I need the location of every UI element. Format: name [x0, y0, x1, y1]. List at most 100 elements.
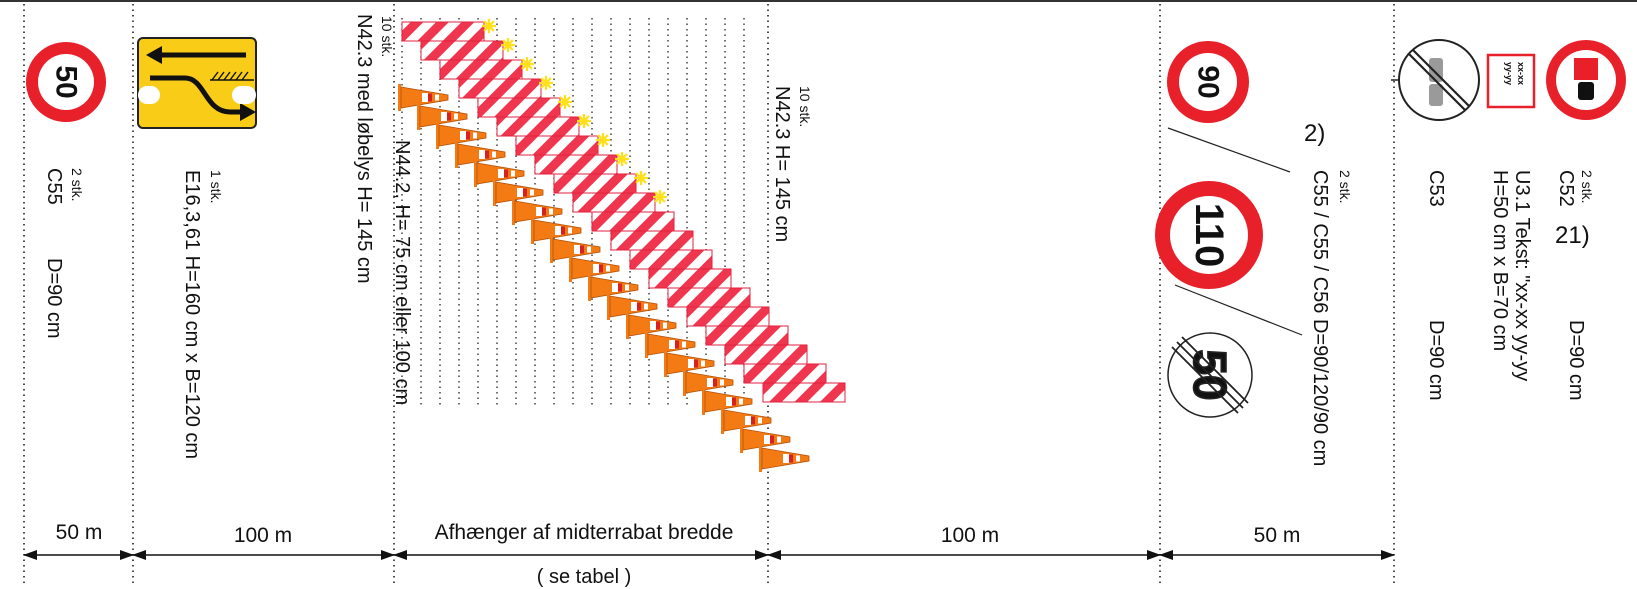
speed-group-note: 2) — [1304, 120, 1326, 147]
traffic-cone-icon — [626, 312, 677, 339]
segment-length-label: 100 m — [937, 524, 1003, 548]
barrier-board — [458, 78, 542, 99]
segment-length-label: 100 m — [230, 524, 296, 548]
speed-limit-value: 90 — [1192, 65, 1225, 98]
lane-shift-sign — [137, 37, 257, 129]
plate-line-1: xx-xx — [1516, 62, 1526, 85]
c55-code-label: C55 — [43, 168, 65, 205]
warning-lamp-icon — [539, 76, 553, 90]
barrier-board — [648, 268, 732, 289]
c52-note-label: 21) — [1555, 222, 1590, 249]
c53-diameter-label: D=90 cm — [1425, 320, 1447, 401]
speed-limit-value: 110 — [1187, 203, 1231, 268]
c55-count-label: 2 stk. — [69, 168, 85, 202]
traffic-cone-icon — [512, 198, 563, 225]
traffic-cone-icon — [645, 331, 696, 358]
arrow-right-curve-icon — [150, 75, 244, 115]
traffic-cone-icon — [436, 122, 487, 149]
traffic-cone-icon — [721, 407, 772, 434]
traffic-cone-icon — [569, 255, 620, 282]
segment-length-label: 50 m — [52, 521, 106, 545]
traffic-cone-icon — [531, 217, 582, 244]
barrier2-spec-label: N42.3 H= 145 cm — [771, 86, 793, 243]
segment-length-label: Afhænger af midterrabat bredde — [431, 521, 737, 545]
barrier-board — [572, 192, 656, 213]
warning-lamp-icon — [558, 95, 572, 109]
barrier-board — [477, 97, 561, 118]
traffic-cone-icon — [664, 350, 715, 377]
pointer-lines — [1167, 127, 1303, 336]
traffic-cone-icon — [607, 293, 658, 320]
barrier-board — [610, 230, 694, 251]
end-speed-limit-sign-50: 50 — [1167, 332, 1253, 418]
speed-group-codes-label: C55 / C55 / C56 D=90/120/90 cm — [1309, 170, 1331, 467]
barrier-board — [496, 116, 580, 137]
c55-diameter-label: D=90 cm — [43, 258, 65, 339]
traffic-cone-icon — [417, 103, 468, 130]
speed-limit-value: 50 — [50, 65, 83, 98]
warning-lamps — [482, 19, 667, 204]
no-overtaking-sign — [1546, 40, 1626, 120]
cones-spec-label: N44.2, H= 75 cm eller 100 cm — [391, 140, 413, 406]
barrier-board — [439, 59, 523, 80]
speed-limit-sign-50: 50 — [26, 42, 106, 122]
car-icon-black — [1578, 82, 1594, 100]
car-icon-red — [1574, 58, 1598, 80]
c52-code-label: C52 — [1555, 170, 1577, 207]
segment-sublabel: ( se tabel ) — [533, 566, 635, 589]
warning-lamp-icon — [615, 152, 629, 166]
c52-diameter-label: D=90 cm — [1565, 320, 1587, 401]
barrier-board — [667, 287, 751, 308]
barrier-board — [705, 325, 789, 346]
barrier-board — [762, 382, 846, 403]
e16-spec-label: E16,3,61 H=160 cm x B=120 cm — [181, 170, 203, 460]
barrier1-count-label: 10 stk. — [379, 16, 395, 58]
speed-limit-sign-110: 110 — [1155, 181, 1263, 289]
barrier-boards — [401, 21, 846, 403]
barrier-board — [686, 306, 770, 327]
traffic-cone-icon — [398, 84, 449, 111]
segment-length-label: 50 m — [1250, 524, 1304, 548]
end-no-overtaking-sign — [1391, 39, 1480, 121]
car-icon — [1429, 84, 1443, 106]
traffic-cone-icon — [455, 141, 506, 168]
barrier-board — [591, 211, 675, 232]
text-plate-sign: xx-xx yy-yy — [1486, 53, 1536, 109]
warning-lamp-icon — [634, 171, 648, 185]
section-divider-lines — [23, 4, 1395, 585]
traffic-cone-icon — [474, 160, 525, 187]
warning-lamp-icon — [653, 190, 667, 204]
traffic-cone-icon — [683, 369, 734, 396]
warning-lamp-icon — [520, 57, 534, 71]
traffic-cone-icon — [740, 426, 791, 453]
barrier-board — [420, 40, 504, 61]
traffic-cone-icon — [702, 388, 753, 415]
warning-lamp-icon — [596, 133, 610, 147]
traffic-cone-icon — [550, 236, 601, 263]
e16-count-label: 1 stk. — [208, 170, 224, 204]
plate-line-2: yy-yy — [1504, 62, 1514, 85]
u31-size-label: H=50 cm x B=70 cm — [1489, 170, 1511, 352]
barrier-board — [553, 173, 637, 194]
traffic-cone-icon — [759, 445, 810, 472]
barrier-board — [401, 21, 485, 42]
speed-group-count-label: 2 stk. — [1337, 170, 1353, 204]
barrier1-spec-label: N42.3 med løbelys H= 145 cm — [353, 14, 375, 284]
traffic-cone-icon — [493, 179, 544, 206]
c53-code-label: C53 — [1425, 170, 1447, 207]
warning-lamp-icon — [577, 114, 591, 128]
barrier-board — [743, 363, 827, 384]
barrier-board — [534, 154, 618, 175]
barrier-board — [515, 135, 599, 156]
warning-lamp-icon — [501, 38, 515, 52]
traffic-cones — [398, 84, 810, 472]
warning-lamp-icon — [482, 19, 496, 33]
barrier-board — [629, 249, 713, 270]
u31-code-label: U3.1 Tekst: "xx-xx yy-yy — [1511, 170, 1533, 382]
barrier-board — [724, 344, 808, 365]
speed-limit-sign-90: 90 — [1167, 41, 1249, 123]
traffic-cone-icon — [588, 274, 639, 301]
c52-count-label: 2 stk. — [1579, 170, 1595, 204]
barrier2-count-label: 10 stk. — [797, 86, 813, 128]
